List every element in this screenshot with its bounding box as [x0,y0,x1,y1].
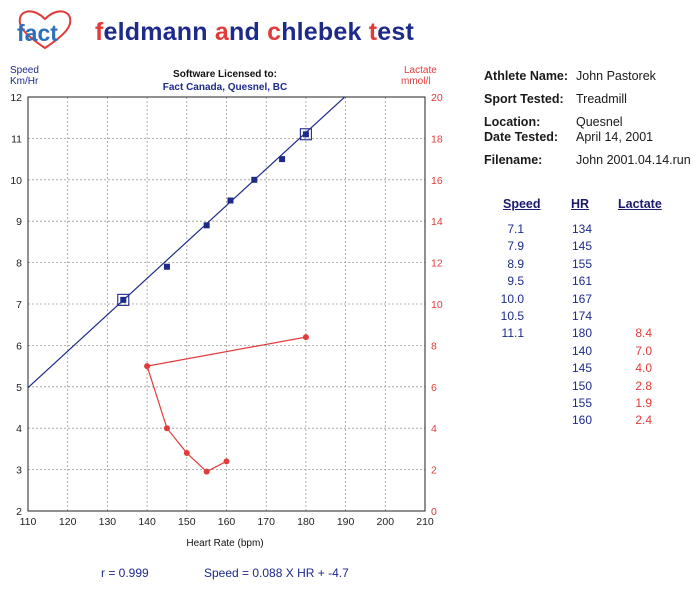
y-right-tick-label: 0 [431,506,437,518]
y-left-tick-label: 4 [16,423,22,435]
y-left-tick-label: 3 [16,465,22,477]
y-left-tick-label: 5 [16,382,22,394]
table-cell-lactate: 7.0 [635,343,652,358]
speed-point [203,222,210,229]
x-tick-label: 150 [178,516,196,528]
table-cell-speed: 8.9 [507,256,524,271]
y-right-tick-label: 2 [431,465,437,477]
y-right-tick-label: 18 [431,133,443,145]
table-cell-speed: 7.9 [507,239,524,254]
speed-point [120,296,127,303]
x-tick-label: 160 [218,516,236,528]
table-cell-hr: 140 [571,343,592,358]
fact-logo: fact [14,8,76,52]
x-tick-label: 190 [337,516,355,528]
y-left-tick-label: 2 [16,506,22,518]
y-right-tick-label: 4 [431,423,437,435]
y-left-unit: Km/Hr [10,76,39,87]
x-tick-label: 170 [257,516,275,528]
table-cell-hr: 180 [571,326,592,341]
table-cell-hr: 145 [571,361,592,376]
plot-frame [27,96,426,512]
y-left-tick-label: 9 [16,216,22,228]
y-left-tick-label: 11 [11,133,22,145]
x-tick-label: 180 [297,516,315,528]
x-axis-label: Heart Rate (bpm) [186,538,263,549]
x-tick-label: 140 [138,516,156,528]
y-right-tick-label: 10 [431,299,443,311]
table-cell-lactate: 2.8 [635,378,652,393]
speed-point [251,176,258,183]
y-right-tick-label: 20 [431,92,443,104]
table-cell-lactate: 8.4 [635,326,652,341]
speed-point-highlight [117,293,130,306]
speed-point-highlight [299,128,312,141]
regression-line [28,97,346,389]
table-cell-lactate: 2.4 [635,413,652,428]
y-right-tick-label: 12 [431,258,443,270]
license-line-2: Fact Canada, Quesnel, BC [163,82,287,93]
y-right-tick-label: 8 [431,340,437,352]
table-cell-hr: 150 [571,378,592,393]
x-tick-label: 210 [416,516,434,528]
lactate-point [302,334,309,341]
y-right-tick-label: 16 [431,175,443,187]
brand-title: feldmann and chlebek test [95,18,414,46]
y-left-tick-label: 6 [16,340,22,352]
speed-point [163,263,170,270]
table-cell-hr: 155 [571,256,592,271]
table-cell-speed: 7.1 [507,222,524,236]
logo-text: fact [17,20,58,46]
y-right-unit: mmol/l [401,76,430,87]
lactate-point [144,363,151,370]
y-right-tick-label: 6 [431,382,437,394]
table-cell-hr: 160 [571,413,592,428]
table-cell-speed: 10.5 [500,309,524,323]
x-tick-label: 200 [377,516,395,528]
speed-point [279,156,286,163]
table-cell-speed: 10.0 [500,291,524,306]
table-cell-hr: 145 [571,239,592,254]
table-cell-speed: 9.5 [507,274,524,289]
speed-point [227,197,234,204]
y-left-tick-label: 8 [16,258,22,270]
table-cell-hr: 155 [571,396,592,410]
x-tick-label: 120 [59,516,77,528]
y-left-label: Speed [10,65,39,76]
table-cell-hr: 167 [571,291,592,306]
table-cell-lactate: 1.9 [635,396,652,410]
table-header-lactate: Lactate [618,197,662,211]
table-header-hr: HR [571,197,590,211]
table-header-speed: Speed [503,197,541,211]
lactate-point [183,450,190,457]
lactate-point [203,468,210,475]
table-cell-hr: 134 [571,222,592,236]
y-right-label: Lactate [404,65,437,76]
table-cell-hr: 174 [571,309,592,323]
license-line-1: Software Licensed to: [173,69,277,80]
y-left-tick-label: 7 [16,299,22,311]
chart: 110 120 130 140 150 160 170 180 190 200 2102345678… [10,65,443,549]
lactate-point [163,425,170,432]
table-cell-lactate: 4.0 [635,361,652,376]
y-left-tick-label: 10 [10,175,22,187]
x-tick-label: 130 [99,516,117,528]
speed-point [302,131,309,138]
lactate-point [223,458,230,465]
lactate-line [146,336,307,473]
regression-equation: Speed = 0.088 X HR + -4.7 [204,566,349,580]
table-cell-hr: 161 [571,274,592,289]
x-tick-label: 110 [20,516,37,528]
y-right-tick-label: 14 [431,216,443,228]
y-left-tick-label: 12 [10,92,22,104]
heart-icon [18,10,72,50]
table-cell-speed: 11.1 [501,326,524,341]
correlation-r: r = 0.999 [101,566,149,580]
